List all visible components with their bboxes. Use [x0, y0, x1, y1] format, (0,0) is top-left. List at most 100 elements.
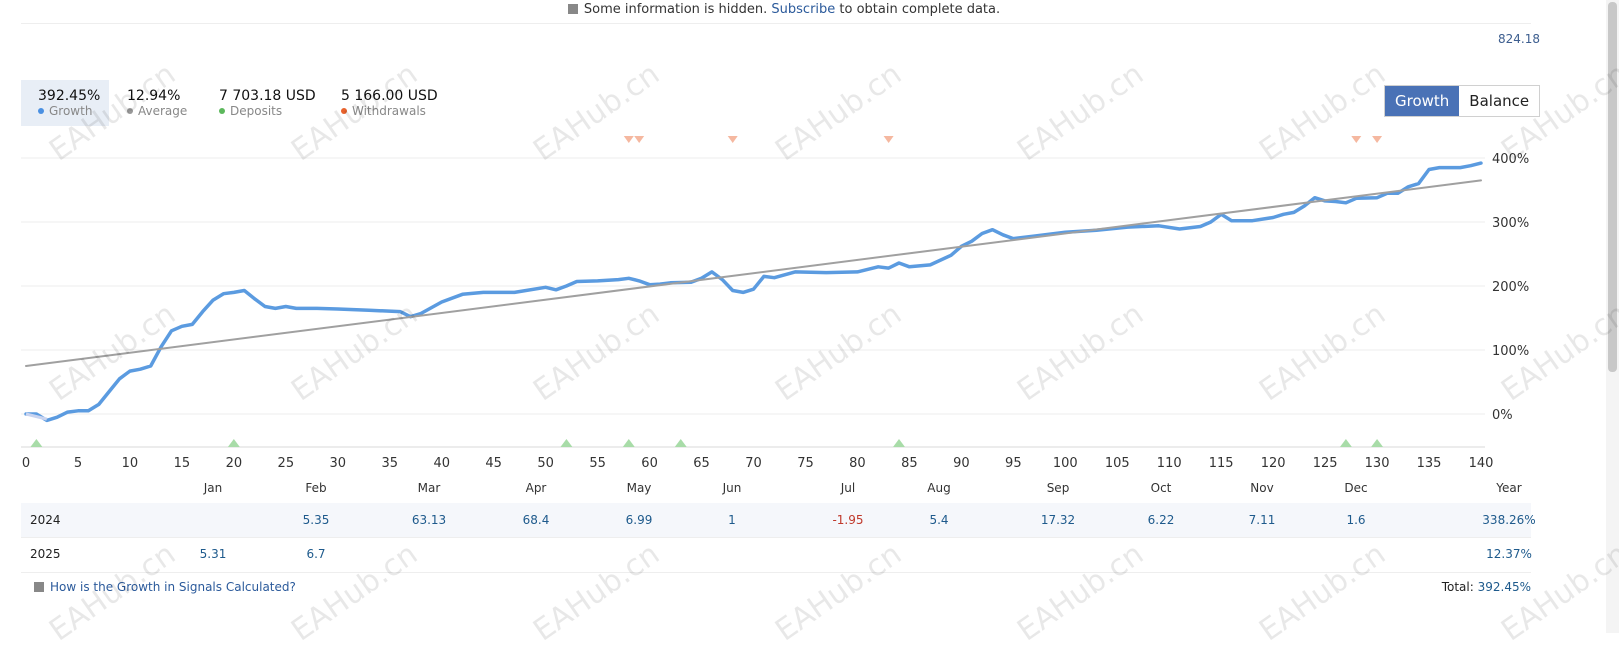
stat-deposits-value: 7 703.18 USD — [219, 88, 316, 104]
withdrawal-marker — [634, 136, 645, 143]
month-header: Jan — [203, 481, 223, 495]
x-tick-label: 95 — [1005, 456, 1022, 471]
growth-toggle-button[interactable]: Growth — [1385, 86, 1460, 116]
x-tick-label: 30 — [330, 456, 347, 471]
max-value-label: 824.18 — [1498, 32, 1540, 46]
month-header: Jun — [722, 481, 742, 495]
x-tick-label: 50 — [537, 456, 554, 471]
x-tick-label: 100 — [1053, 456, 1078, 471]
stat-growth-value: 392.45% — [38, 88, 101, 104]
month-value: 12.37% — [1486, 547, 1532, 561]
month-value: 7.11 — [1248, 513, 1276, 527]
x-tick-label: 130 — [1365, 456, 1390, 471]
x-tick-label: 115 — [1209, 456, 1234, 471]
deposit-marker — [1371, 439, 1384, 447]
month-value: 1 — [728, 513, 736, 527]
page-scrollbar[interactable] — [1606, 0, 1619, 633]
balance-toggle-button[interactable]: Balance — [1459, 86, 1540, 116]
month-value: -1.95 — [832, 513, 864, 527]
total-growth: Total: 392.45% — [1442, 580, 1531, 594]
year-label: 2024 — [30, 513, 61, 527]
growth-calculation-help-link[interactable]: How is the Growth in Signals Calculated? — [34, 580, 296, 594]
month-value: 68.4 — [522, 513, 550, 527]
help-link-text: How is the Growth in Signals Calculated? — [50, 580, 296, 594]
month-value: 1.6 — [1346, 513, 1366, 527]
x-tick-label: 140 — [1469, 456, 1494, 471]
x-tick-label: 10 — [122, 456, 139, 471]
table-row: 2024 5.35 63.13 68.4 6.99 1 -1.95 5.4 17.32 6.22 7… — [21, 503, 1536, 537]
month-header: Dec — [1344, 481, 1368, 495]
stat-average-value: 12.94% — [127, 88, 181, 104]
x-tick-label: 60 — [641, 456, 658, 471]
x-tick-label: 105 — [1105, 456, 1130, 471]
withdrawals-dot-icon — [341, 108, 347, 114]
month-header: Aug — [927, 481, 951, 495]
y-tick-label: 400% — [1492, 152, 1529, 167]
month-header: Feb — [305, 481, 327, 495]
x-tick-label: 125 — [1313, 456, 1338, 471]
stat-withdrawals[interactable]: 5 166.00 USD Withdrawals — [341, 80, 461, 126]
chart-mode-toggle: Growth Balance — [1384, 85, 1541, 117]
row-divider — [21, 572, 1531, 573]
x-tick-label: 75 — [797, 456, 814, 471]
notice-text: Some information is hidden. — [583, 2, 768, 17]
withdrawal-marker — [727, 136, 738, 143]
deposit-marker — [227, 439, 240, 447]
average-dot-icon — [127, 108, 133, 114]
hidden-info-notice: Some information is hidden. Subscribe to… — [0, 2, 1568, 17]
stat-deposits[interactable]: 7 703.18 USD Deposits — [219, 80, 329, 126]
withdrawal-marker — [883, 136, 894, 143]
month-value: 5.31 — [199, 547, 227, 561]
month-header: Apr — [525, 481, 547, 495]
top-divider — [21, 23, 1531, 24]
x-tick-label: 5 — [74, 456, 82, 471]
x-tick-label: 120 — [1261, 456, 1286, 471]
table-row: 2025 5.31 6.7 12.37% — [21, 537, 1532, 571]
x-tick-label: 80 — [849, 456, 866, 471]
y-tick-label: 200% — [1492, 280, 1529, 295]
deposit-marker — [560, 439, 573, 447]
month-header: Mar — [417, 481, 441, 495]
stat-average[interactable]: 12.94% Average — [121, 80, 211, 126]
scrollbar-thumb[interactable] — [1608, 2, 1617, 372]
month-header: Jul — [840, 481, 856, 495]
deposit-marker — [1339, 439, 1352, 447]
stat-growth[interactable]: 392.45% Growth — [21, 80, 109, 126]
growth-series-line — [24, 161, 1483, 423]
x-tick-label: 15 — [174, 456, 191, 471]
x-tick-label: 65 — [693, 456, 710, 471]
x-tick-label: 70 — [745, 456, 762, 471]
year-label: 2025 — [30, 547, 61, 561]
month-value: 338.26% — [1482, 513, 1536, 527]
y-tick-label: 300% — [1492, 216, 1529, 231]
info-icon — [567, 4, 578, 14]
stat-average-label: Average — [127, 104, 187, 118]
stat-withdrawals-value: 5 166.00 USD — [341, 88, 438, 104]
withdrawal-marker — [1372, 136, 1383, 143]
month-header: May — [626, 481, 652, 495]
subscribe-link[interactable]: Subscribe — [771, 2, 836, 17]
stat-deposits-label: Deposits — [219, 104, 282, 118]
deposit-marker — [893, 439, 905, 447]
x-tick-label: 20 — [226, 456, 243, 471]
deposits-dot-icon — [219, 108, 225, 114]
withdrawal-marker — [1351, 136, 1362, 143]
notice-text-tail: to obtain complete data. — [839, 2, 1001, 17]
month-header: Oct — [1150, 481, 1172, 495]
month-value: 63.13 — [411, 513, 447, 527]
month-value: 6.22 — [1147, 513, 1175, 527]
stats-panel: 392.45% Growth 12.94% Average 7 703.18 U… — [21, 80, 441, 126]
growth-dot-icon — [38, 108, 44, 114]
monthly-header-row: Jan Feb Mar Apr May Jun Jul Aug Sep Oct Nov Dec Year — [21, 475, 1531, 501]
stat-growth-label: Growth — [38, 104, 92, 118]
month-value: 5.35 — [302, 513, 330, 527]
deposit-marker — [30, 439, 43, 447]
withdrawal-marker — [623, 136, 634, 143]
x-tick-label: 90 — [953, 456, 970, 471]
stat-withdrawals-label: Withdrawals — [341, 104, 426, 118]
deposit-marker — [674, 439, 687, 447]
month-header: Nov — [1250, 481, 1274, 495]
month-value: 6.7 — [306, 547, 326, 561]
month-header: Year — [1496, 481, 1522, 495]
x-tick-label: 110 — [1157, 456, 1182, 471]
